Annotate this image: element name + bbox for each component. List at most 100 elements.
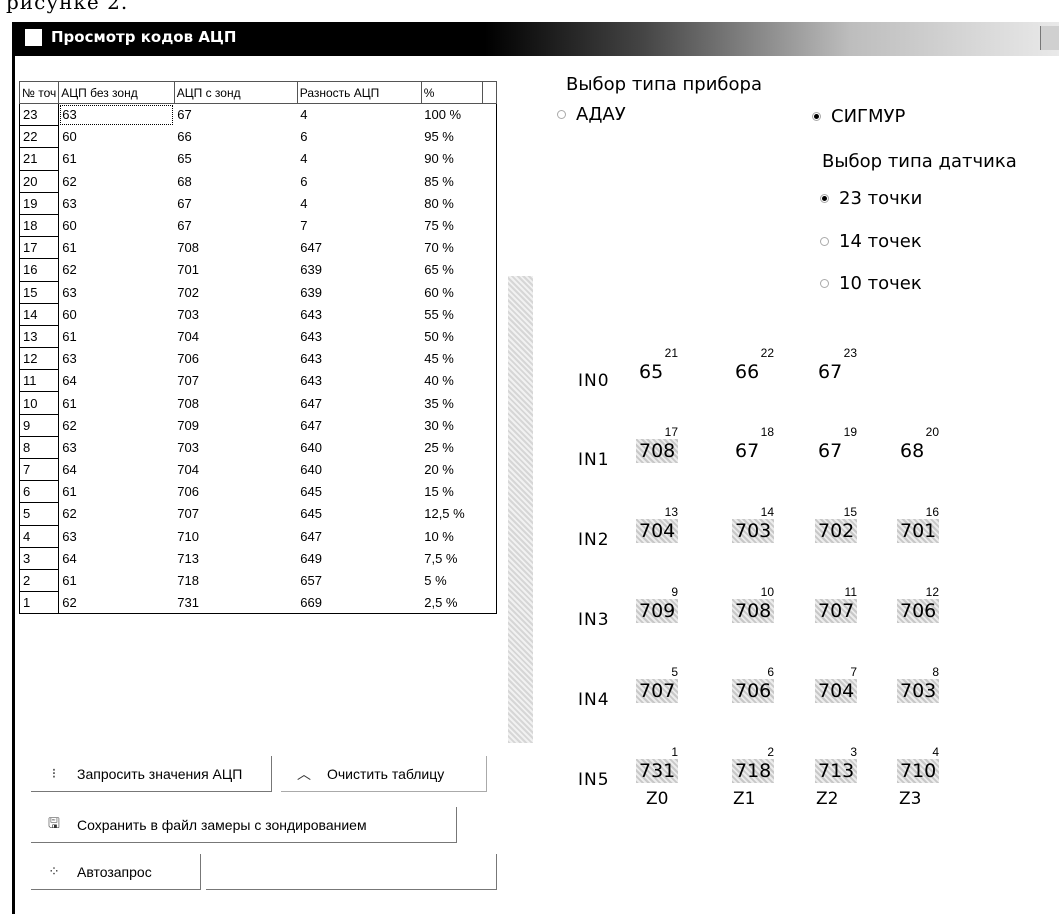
cell-point[interactable]: 23 <box>18 102 60 127</box>
table-row[interactable]: 3 64 713 649 7,5 % <box>18 546 497 570</box>
radio-sensor-23[interactable]: 23 точки <box>820 188 922 209</box>
cell-adc-difference[interactable]: 4 <box>300 195 308 211</box>
cell-adc-difference[interactable]: 639 <box>300 262 322 278</box>
cell-percent[interactable]: 65 % <box>424 262 454 278</box>
cell-adc-no-probe[interactable]: 63 <box>62 351 77 367</box>
table-row[interactable]: 13 61 704 643 50 % <box>18 324 497 349</box>
table-row[interactable]: 10 61 708 647 35 % <box>18 391 497 415</box>
table-row[interactable]: 19 63 67 4 80 % <box>18 191 497 215</box>
cell-adc-with-probe[interactable]: 718 <box>177 573 199 589</box>
cell-adc-no-probe[interactable]: 64 <box>62 550 77 566</box>
cell-adc-with-probe[interactable]: 707 <box>177 506 199 522</box>
cell-adc-with-probe[interactable]: 708 <box>177 395 199 411</box>
table-row[interactable]: 5 62 707 645 12,5 % <box>18 502 497 526</box>
cell-adc-no-probe[interactable]: 63 <box>59 104 175 126</box>
cell-adc-difference[interactable]: 643 <box>300 306 322 322</box>
cell-adc-no-probe[interactable]: 61 <box>62 151 77 167</box>
cell-adc-no-probe[interactable]: 63 <box>62 528 77 544</box>
cell-adc-with-probe[interactable]: 704 <box>177 462 199 478</box>
cell-adc-no-probe[interactable]: 64 <box>62 373 77 389</box>
cell-adc-no-probe[interactable]: 60 <box>62 218 77 234</box>
cell-percent[interactable]: 85 % <box>424 173 454 189</box>
cell-adc-no-probe[interactable]: 61 <box>62 395 77 411</box>
cell-point[interactable]: 3 <box>18 546 60 570</box>
cell-adc-with-probe[interactable]: 704 <box>177 328 199 344</box>
cell-adc-difference[interactable]: 640 <box>300 462 322 478</box>
radio-device-adau[interactable]: АДАУ <box>557 104 626 125</box>
table-row[interactable]: 17 61 708 647 70 % <box>18 236 497 260</box>
table-row[interactable]: 2 61 718 657 5 % <box>18 568 497 593</box>
cell-adc-with-probe[interactable]: 706 <box>177 484 199 500</box>
close-icon[interactable] <box>1040 26 1059 50</box>
cell-percent[interactable]: 80 % <box>424 195 454 211</box>
cell-adc-with-probe[interactable]: 710 <box>177 528 199 544</box>
table-row[interactable]: 14 60 703 643 55 % <box>18 302 497 326</box>
adc-table[interactable]: № точ АЦП без зонд АЦП с зонд Разность А… <box>18 81 498 615</box>
cell-adc-no-probe[interactable]: 63 <box>62 439 77 455</box>
cell-point[interactable]: 4 <box>18 524 60 548</box>
cell-adc-difference[interactable]: 4 <box>300 151 308 167</box>
cell-adc-with-probe[interactable]: 703 <box>177 439 199 455</box>
cell-percent[interactable]: 30 % <box>424 417 454 433</box>
cell-adc-with-probe[interactable]: 708 <box>177 240 199 256</box>
cell-point[interactable]: 17 <box>18 236 60 260</box>
cell-point[interactable]: 9 <box>18 413 60 437</box>
cell-percent[interactable]: 50 % <box>424 328 454 344</box>
cell-adc-no-probe[interactable]: 62 <box>62 506 77 522</box>
cell-point[interactable]: 22 <box>18 125 60 149</box>
radio-sensor-14[interactable]: 14 точек <box>820 231 922 252</box>
cell-percent[interactable]: 100 % <box>424 107 462 123</box>
cell-adc-no-probe[interactable]: 62 <box>62 173 77 189</box>
table-row[interactable]: 9 62 709 647 30 % <box>18 413 497 437</box>
cell-percent[interactable]: 60 % <box>424 284 454 300</box>
cell-adc-with-probe[interactable]: 65 <box>177 151 192 167</box>
cell-adc-difference[interactable]: 6 <box>300 173 308 189</box>
table-row[interactable]: 12 63 706 643 45 % <box>18 347 497 371</box>
cell-adc-no-probe[interactable]: 61 <box>62 484 77 500</box>
cell-adc-with-probe[interactable]: 709 <box>177 417 199 433</box>
table-row[interactable]: 4 63 710 647 10 % <box>18 524 497 548</box>
cell-point[interactable]: 2 <box>18 568 60 593</box>
cell-adc-with-probe[interactable]: 67 <box>177 218 192 234</box>
cell-adc-no-probe[interactable]: 63 <box>62 284 77 300</box>
cell-point[interactable]: 15 <box>18 280 60 304</box>
cell-point[interactable]: 6 <box>18 480 60 504</box>
cell-adc-difference[interactable]: 639 <box>300 284 322 300</box>
cell-adc-with-probe[interactable]: 731 <box>177 594 199 610</box>
cell-adc-difference[interactable]: 645 <box>300 484 322 500</box>
title-bar[interactable]: Просмотр кодов АЦП <box>15 22 1059 56</box>
cell-adc-difference[interactable]: 657 <box>300 573 322 589</box>
cell-adc-difference[interactable]: 643 <box>300 328 322 344</box>
table-row[interactable]: 18 60 67 7 75 % <box>18 213 497 238</box>
cell-adc-difference[interactable]: 643 <box>300 373 322 389</box>
cell-point[interactable]: 13 <box>18 324 60 349</box>
cell-percent[interactable]: 20 % <box>424 462 454 478</box>
cell-adc-difference[interactable]: 640 <box>300 439 322 455</box>
cell-percent[interactable]: 55 % <box>424 306 454 322</box>
cell-percent[interactable]: 7,5 % <box>424 550 458 566</box>
cell-point[interactable]: 21 <box>18 147 60 171</box>
cell-point[interactable]: 14 <box>18 302 60 326</box>
request-adc-button[interactable]: ⁝ Запросить значения АЦП <box>31 756 272 792</box>
column-header-adc-with-probe[interactable]: АЦП с зонд <box>173 81 298 104</box>
cell-percent[interactable]: 15 % <box>424 484 454 500</box>
cell-adc-with-probe[interactable]: 703 <box>177 306 199 322</box>
table-row[interactable]: 22 60 66 6 95 % <box>18 125 497 149</box>
cell-adc-with-probe[interactable]: 67 <box>177 107 192 123</box>
cell-point[interactable]: 16 <box>18 258 60 282</box>
cell-adc-no-probe[interactable]: 60 <box>62 306 77 322</box>
cell-point[interactable]: 12 <box>18 347 60 371</box>
cell-adc-difference[interactable]: 647 <box>300 395 322 411</box>
cell-adc-difference[interactable]: 6 <box>300 129 308 145</box>
cell-adc-with-probe[interactable]: 713 <box>177 550 199 566</box>
cell-percent[interactable]: 10 % <box>424 528 454 544</box>
cell-point[interactable]: 19 <box>18 191 60 215</box>
cell-adc-no-probe[interactable]: 64 <box>62 462 77 478</box>
cell-percent[interactable]: 75 % <box>424 218 454 234</box>
column-header-percent[interactable]: % <box>420 81 483 104</box>
column-header-point[interactable]: № точ <box>18 81 60 104</box>
cell-percent[interactable]: 45 % <box>424 351 454 367</box>
table-row[interactable]: 7 64 704 640 20 % <box>18 457 497 482</box>
cell-percent[interactable]: 95 % <box>424 129 454 145</box>
table-row[interactable]: 6 61 706 645 15 % <box>18 480 497 504</box>
